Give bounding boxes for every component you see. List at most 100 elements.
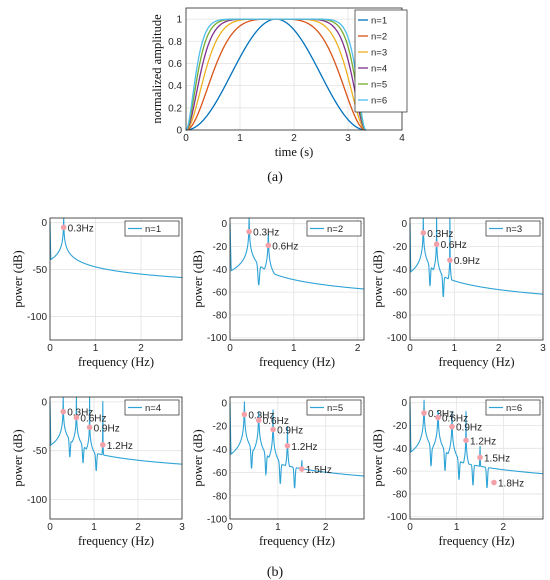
y-tick-label: 0 — [221, 219, 227, 230]
legend-box — [124, 220, 180, 237]
peak-label: 0.3Hz — [248, 410, 274, 421]
x-tick-label: 2 — [501, 522, 507, 533]
y-tick-label: -60 — [213, 288, 228, 299]
y-axis-label: normalized amplitude — [150, 14, 164, 124]
x-tick-label: 1 — [93, 343, 99, 354]
peak-label: 0.6Hz — [263, 416, 289, 427]
caption-a: (a) — [267, 170, 283, 185]
x-tick-label: 2 — [323, 522, 329, 533]
y-tick-label: 0 — [41, 397, 47, 408]
peak-label: 0.3Hz — [253, 228, 279, 239]
peak-label: 0.9Hz — [94, 423, 120, 434]
peak-marker — [463, 437, 469, 444]
plot-frame — [409, 217, 544, 341]
y-tick-label: -60 — [393, 467, 408, 478]
plot-frame — [409, 396, 544, 520]
plot-area — [50, 397, 182, 519]
y-tick-label: 0 — [401, 219, 407, 230]
x-tick-label: 3 — [345, 133, 351, 144]
peak-marker — [421, 410, 427, 416]
y-axis-label: power (dB) — [371, 250, 385, 307]
x-axis-label: frequency (Hz) — [78, 355, 154, 369]
peak-label: 0.6Hz — [442, 414, 468, 425]
peak-label: 1.2Hz — [107, 441, 133, 452]
y-tick-label: -40 — [213, 445, 228, 456]
x-tick-label: 1 — [91, 522, 97, 533]
caption-b: (b) — [267, 565, 284, 580]
peak-label: 0.6Hz — [272, 241, 298, 252]
y-tick-label: -100 — [27, 312, 47, 323]
peak-label: 0.3Hz — [68, 223, 94, 234]
y-axis-label: power (dB) — [11, 429, 25, 486]
chart-a: 0 1 2 3 4 0 0.2 0.4 0.6 0.8 1 n=1 n=2 n=3 n=4 n=5 n=6 tim… — [150, 7, 408, 159]
x-tick-label: 2 — [291, 133, 297, 144]
peak-marker — [255, 417, 262, 424]
y-tick-label: -100 — [207, 333, 227, 344]
plot-area — [410, 218, 543, 340]
legend-label: n=4 — [371, 64, 387, 75]
peak-label: 1.8Hz — [498, 479, 524, 490]
y-tick-label: -40 — [393, 265, 408, 276]
y-tick-label: -60 — [213, 468, 228, 479]
y-tick-label: -20 — [393, 242, 408, 253]
y-axis-label: power (dB) — [11, 250, 25, 307]
peak-label: 1.5Hz — [484, 453, 510, 464]
legend-label: n=1 — [371, 16, 387, 27]
y-tick-label: -100 — [207, 515, 227, 526]
legend-label: n=5 — [327, 403, 343, 414]
y-tick-label: -80 — [393, 489, 408, 500]
x-tick-label: 0 — [47, 343, 53, 354]
legend-box — [485, 220, 541, 237]
x-axis-label: frequency (Hz) — [259, 355, 335, 369]
y-tick-label: 0 — [221, 398, 227, 409]
plot-area — [410, 397, 543, 519]
x-axis-label: frequency (Hz) — [259, 534, 335, 548]
x-tick-label: 1 — [452, 343, 458, 354]
y-tick-label: -60 — [393, 288, 408, 299]
spectrum-line — [409, 399, 544, 489]
y-tick-label: -20 — [393, 421, 408, 432]
peak-marker — [420, 230, 427, 236]
peak-label: 0.3Hz — [427, 229, 453, 240]
peak-marker — [449, 423, 455, 430]
peak-marker — [86, 424, 93, 431]
plot-frame — [229, 217, 365, 341]
peak-marker — [270, 426, 276, 433]
peak-label: 0.3Hz — [428, 409, 454, 420]
x-tick-label: 0 — [227, 343, 233, 354]
y-tick-label: 0 — [401, 398, 407, 409]
y-tick-label: 0.2 — [168, 103, 182, 114]
peak-marker — [491, 479, 497, 486]
peak-label: 0.6Hz — [80, 413, 106, 424]
peak-label: 0.6Hz — [441, 240, 467, 251]
peak-label: 0.3Hz — [67, 408, 93, 419]
y-axis-label: power (dB) — [371, 429, 385, 486]
x-tick-label: 3 — [179, 522, 185, 533]
peak-marker — [433, 241, 440, 248]
x-tick-label: 4 — [399, 133, 405, 144]
peak-marker — [100, 442, 106, 448]
x-axis-label: frequency (Hz) — [439, 534, 515, 548]
y-tick-label: -100 — [27, 495, 47, 506]
y-tick-label: 0 — [41, 218, 47, 229]
x-tick-label: 2 — [138, 343, 144, 354]
y-tick-label: -40 — [393, 444, 408, 455]
legend-label: n=3 — [371, 48, 387, 59]
y-tick-label: -80 — [213, 310, 228, 321]
plot-frame — [229, 396, 365, 520]
x-tick-label: 1 — [454, 522, 460, 533]
y-tick-label: -20 — [213, 422, 228, 433]
peak-marker — [265, 242, 272, 249]
x-tick-label: 2 — [355, 343, 361, 354]
peak-label: 0.9Hz — [277, 426, 303, 437]
y-tick-label: -80 — [393, 310, 408, 321]
peak-marker — [447, 257, 453, 263]
y-tick-label: -100 — [387, 512, 407, 523]
y-tick-label: 0 — [176, 126, 182, 137]
x-tick-label: 2 — [496, 343, 502, 354]
x-axis-label: frequency (Hz) — [78, 534, 154, 548]
y-axis-label: power (dB) — [191, 429, 205, 486]
